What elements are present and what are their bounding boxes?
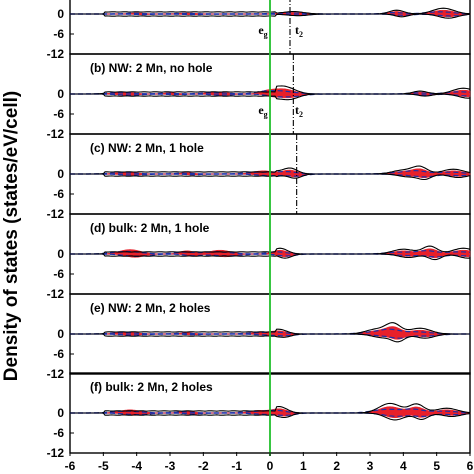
y-tick-label: -12 xyxy=(47,287,65,301)
t2-label: t2 xyxy=(295,23,303,39)
t2-subscript: 2 xyxy=(299,30,303,39)
panel: 0 -6 -12 (b) NW: 2 Mn, no hole eg t2 xyxy=(47,53,471,141)
panel-label: (c) NW: 2 Mn, 1 hole xyxy=(90,141,204,155)
x-tick-label: 0 xyxy=(267,459,274,473)
y-axis-label: Density of states (states/eV/cell) xyxy=(1,91,22,381)
panel-label: (d) bulk: 2 Mn, 1 hole xyxy=(90,221,210,235)
y-tick-label: -12 xyxy=(47,127,65,141)
y-tick-label: 0 xyxy=(57,7,64,21)
panel-label: (b) NW: 2 Mn, no hole xyxy=(90,61,213,75)
y-tick-label: 0 xyxy=(57,327,64,341)
t2-subscript: 2 xyxy=(299,110,303,119)
x-tick-label: 4 xyxy=(400,459,407,473)
y-tick-label: -6 xyxy=(53,267,64,281)
panel: 0 -6 -12 eg t2 xyxy=(47,0,471,61)
x-tick-label: 1 xyxy=(300,459,307,473)
y-tick-label: 0 xyxy=(57,167,64,181)
eg-subscript: g xyxy=(264,110,268,119)
y-tick-label: -12 xyxy=(47,367,65,381)
x-tick-label: 6 xyxy=(467,459,474,473)
x-tick-label: -1 xyxy=(231,459,242,473)
x-tick-label: 5 xyxy=(433,459,440,473)
y-tick-label: 0 xyxy=(57,247,64,261)
x-tick-label: 2 xyxy=(333,459,340,473)
y-tick-label: 0 xyxy=(57,406,64,420)
x-tick-label: -5 xyxy=(98,459,109,473)
panel: 0 -6 -12 (e) NW: 2 Mn, 2 holes xyxy=(47,293,471,381)
x-tick-label: -2 xyxy=(198,459,209,473)
y-tick-label: -6 xyxy=(53,426,64,440)
y-tick-label: -6 xyxy=(53,187,64,201)
y-tick-label: -12 xyxy=(47,446,65,460)
y-tick-label: -6 xyxy=(53,347,64,361)
x-axis: -6 -5 -4 -3 -2 -1 0 1 2 3 4 5 6 xyxy=(65,0,474,473)
eg-label: eg xyxy=(258,103,267,119)
x-tick-label: 3 xyxy=(367,459,374,473)
y-tick-label: -12 xyxy=(47,207,65,221)
eg-subscript: g xyxy=(264,30,268,39)
x-tick-label: -4 xyxy=(131,459,142,473)
y-tick-label: -6 xyxy=(53,27,64,41)
panel-label: (e) NW: 2 Mn, 2 holes xyxy=(90,301,211,315)
x-tick-label: -3 xyxy=(165,459,176,473)
panel: 0 -6 -12 (f) bulk: 2 Mn, 2 holes xyxy=(47,372,471,460)
y-tick-label: 0 xyxy=(57,87,64,101)
eg-label: eg xyxy=(258,23,267,39)
panel: 0 -6 -12 (d) bulk: 2 Mn, 1 hole xyxy=(47,213,471,301)
x-tick-label: -6 xyxy=(65,459,76,473)
y-tick-label: -6 xyxy=(53,107,64,121)
t2-label: t2 xyxy=(295,103,303,119)
panel-label: (f) bulk: 2 Mn, 2 holes xyxy=(90,380,213,394)
panel: 0 -6 -12 (c) NW: 2 Mn, 1 hole xyxy=(47,133,471,221)
y-tick-label: -12 xyxy=(47,47,65,61)
panels-group: 0 -6 -12 eg t2 0 -6 -12 (b) NW: 2 Mn, no hole eg t… xyxy=(47,0,471,460)
